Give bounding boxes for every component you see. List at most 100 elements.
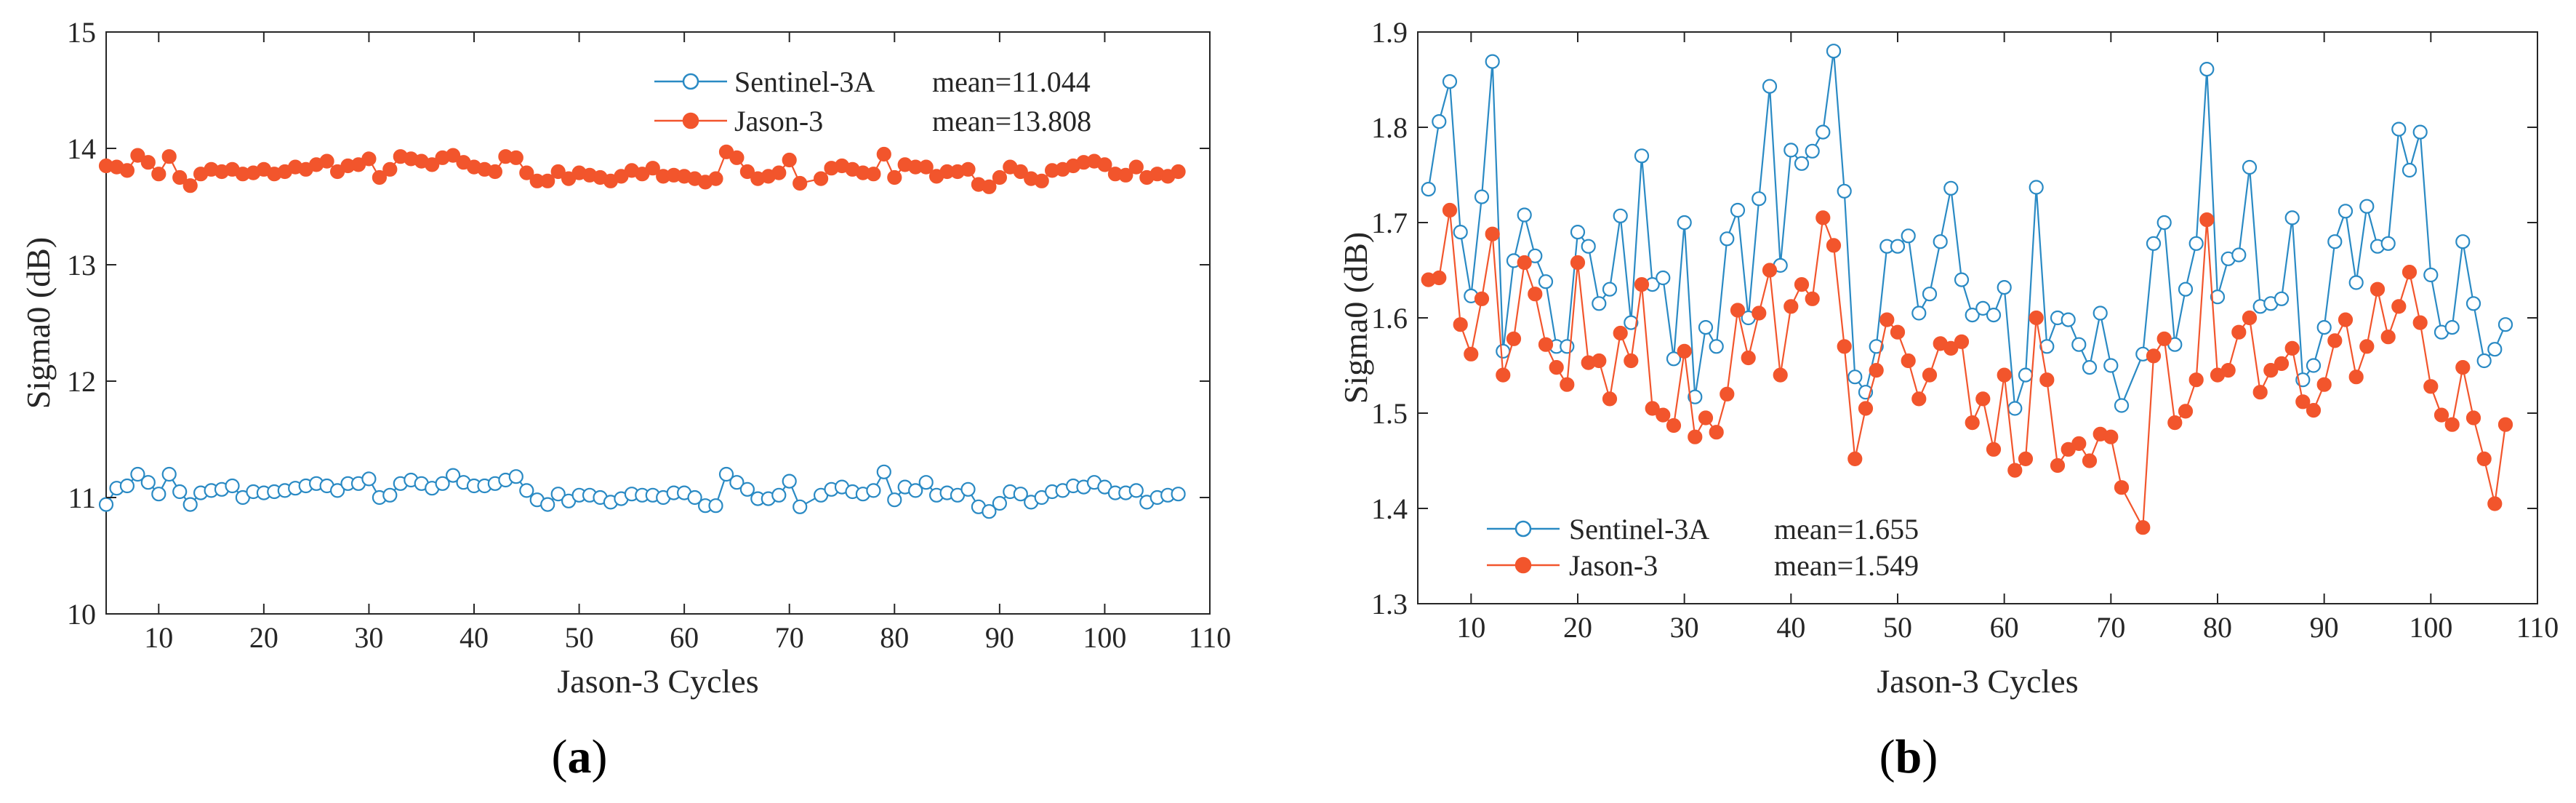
- chart-panel-b: 10 20 30 40 50 60 70 80 90 100 110 1.3 1.4 1.5 1.6 1.7 1…: [1337, 16, 2559, 783]
- y-tick-label-a-13: 13: [67, 249, 96, 281]
- point-jason-3-b-20: [1570, 255, 1586, 271]
- y-tick-label-b-1.9: 1.9: [1371, 16, 1408, 49]
- point-sentinel-3a-b-75: [2156, 215, 2172, 231]
- point-jason-3-b-95: [2370, 281, 2386, 297]
- point-sentinel-3a-b-63: [2029, 180, 2044, 195]
- point-jason-3-b-22: [1592, 353, 1607, 369]
- axis-ticks-a: 10 20 30 40 50 60 70 80 90 100 110 10 11 12 13 14 15: [67, 16, 1231, 654]
- point-jason-3-a-13: [182, 178, 198, 193]
- point-sentinel-3a-b-46: [1847, 369, 1863, 385]
- point-sentinel-3a-a-37: [435, 476, 450, 491]
- point-jason-3-b-97: [2391, 299, 2407, 314]
- x-tick-label-b-70: 70: [2096, 611, 2125, 644]
- point-sentinel-3a-b-37: [1752, 191, 1767, 207]
- point-jason-3-a-70: [782, 152, 797, 168]
- point-jason-3-b-50: [1890, 324, 1906, 340]
- point-sentinel-3a-b-19: [1560, 339, 1575, 354]
- point-jason-3-a-38: [445, 148, 461, 163]
- point-sentinel-3a-b-50: [1890, 239, 1906, 254]
- point-jason-3-b-40: [1783, 299, 1799, 314]
- point-jason-3-b-70: [2103, 429, 2119, 444]
- point-sentinel-3a-b-55: [1943, 180, 1959, 196]
- point-sentinel-3a-b-32: [1698, 320, 1714, 335]
- point-sentinel-3a-a-90: [992, 495, 1008, 511]
- point-jason-3-b-19: [1560, 377, 1575, 392]
- point-jason-3-b-16: [1528, 287, 1543, 302]
- legend-label-jason-b: Jason-3: [1569, 549, 1658, 582]
- point-sentinel-3a-b-56: [1954, 272, 1970, 287]
- point-jason-3-a-94: [1034, 173, 1049, 188]
- chart-panel-a: 10 20 30 40 50 60 70 80 90 100 110 10 11 12 13 14 15 Sen…: [20, 16, 1231, 783]
- point-jason-3-b-92: [2338, 312, 2354, 327]
- y-tick-label-a-10: 10: [67, 598, 96, 631]
- point-jason-3-b-10: [1464, 346, 1479, 361]
- point-sentinel-3a-b-28: [1656, 270, 1671, 286]
- x-tick-label-b-10: 10: [1456, 611, 1485, 644]
- point-jason-3-b-57: [1965, 415, 1980, 431]
- point-sentinel-3a-b-54: [1933, 234, 1948, 249]
- point-jason-3-a-79: [876, 146, 891, 162]
- point-jason-3-b-107: [2497, 417, 2513, 432]
- point-jason-3-a-69: [771, 165, 787, 180]
- point-jason-3-b-27: [1645, 401, 1660, 416]
- point-sentinel-3a-b-97: [2391, 121, 2407, 137]
- point-jason-3-b-52: [1911, 391, 1927, 407]
- point-jason-3-b-75: [2156, 331, 2172, 346]
- point-sentinel-3a-a-71: [793, 499, 808, 514]
- point-sentinel-3a-b-100: [2423, 267, 2439, 283]
- legend-mean-jason-b: mean=1.549: [1774, 549, 1919, 582]
- x-tick-label-a-30: 30: [354, 621, 383, 654]
- point-sentinel-3a-b-71: [2114, 398, 2130, 413]
- point-jason-3-a-87: [960, 161, 976, 177]
- point-jason-3-b-68: [2082, 453, 2098, 468]
- point-sentinel-3a-b-82: [2231, 247, 2247, 263]
- x-tick-label-b-40: 40: [1776, 611, 1805, 644]
- point-sentinel-3a-b-12: [1485, 54, 1500, 69]
- point-jason-3-b-12: [1485, 226, 1500, 241]
- y-tick-label-b-1.6: 1.6: [1371, 302, 1408, 335]
- point-jason-3-a-48: [550, 164, 566, 180]
- point-jason-3-a-103: [1128, 159, 1144, 175]
- point-sentinel-3a-a-9: [140, 475, 156, 490]
- point-sentinel-3a-b-21: [1581, 239, 1596, 254]
- point-jason-3-a-47: [540, 173, 555, 188]
- point-sentinel-3a-a-69: [771, 487, 787, 503]
- point-sentinel-3a-b-104: [2465, 296, 2481, 311]
- point-jason-3-a-9: [140, 155, 156, 170]
- point-jason-3-b-36: [1741, 350, 1756, 366]
- point-sentinel-3a-a-70: [782, 474, 797, 489]
- point-jason-3-b-9: [1453, 317, 1468, 332]
- point-sentinel-3a-b-70: [2103, 358, 2119, 373]
- point-sentinel-3a-b-40: [1783, 143, 1799, 158]
- point-sentinel-3a-a-79: [876, 464, 891, 479]
- point-jason-3-b-23: [1602, 391, 1618, 407]
- point-jason-3-b-38: [1762, 263, 1778, 278]
- point-sentinel-3a-b-58: [1975, 300, 1991, 316]
- point-jason-3-b-105: [2476, 451, 2492, 467]
- point-sentinel-3a-a-82: [908, 483, 923, 498]
- point-jason-3-b-11: [1474, 291, 1490, 306]
- point-jason-3-b-31: [1688, 429, 1703, 444]
- point-jason-3-b-81: [2220, 363, 2236, 378]
- legend-marker-sentinel-b: [1514, 520, 1532, 538]
- y-tick-label-a-15: 15: [67, 16, 96, 49]
- legend-b: Sentinel-3A mean=1.655 Jason-3 mean=1.54…: [1487, 513, 1919, 582]
- point-jason-3-b-78: [2188, 372, 2204, 388]
- point-jason-3-b-94: [2359, 339, 2375, 354]
- point-sentinel-3a-b-30: [1677, 215, 1692, 231]
- point-sentinel-3a-b-8: [1442, 73, 1458, 89]
- legend-label-jason-a: Jason-3: [734, 105, 823, 137]
- point-sentinel-3a-a-44: [508, 469, 523, 484]
- panel-label-a: (a): [552, 730, 608, 783]
- x-tick-label-b-110: 110: [2516, 611, 2559, 644]
- point-jason-3-b-85: [2263, 363, 2279, 378]
- x-axis-title-b: Jason-3 Cycles: [1877, 663, 2078, 700]
- point-sentinel-3a-a-10: [151, 487, 166, 502]
- point-sentinel-3a-b-29: [1666, 351, 1682, 367]
- point-sentinel-3a-b-20: [1570, 225, 1586, 240]
- point-jason-3-b-15: [1517, 255, 1532, 271]
- point-sentinel-3a-b-38: [1762, 79, 1778, 94]
- legend-marker-sentinel-a: [682, 73, 699, 90]
- point-jason-3-a-78: [866, 167, 881, 182]
- point-sentinel-3a-b-17: [1538, 274, 1554, 289]
